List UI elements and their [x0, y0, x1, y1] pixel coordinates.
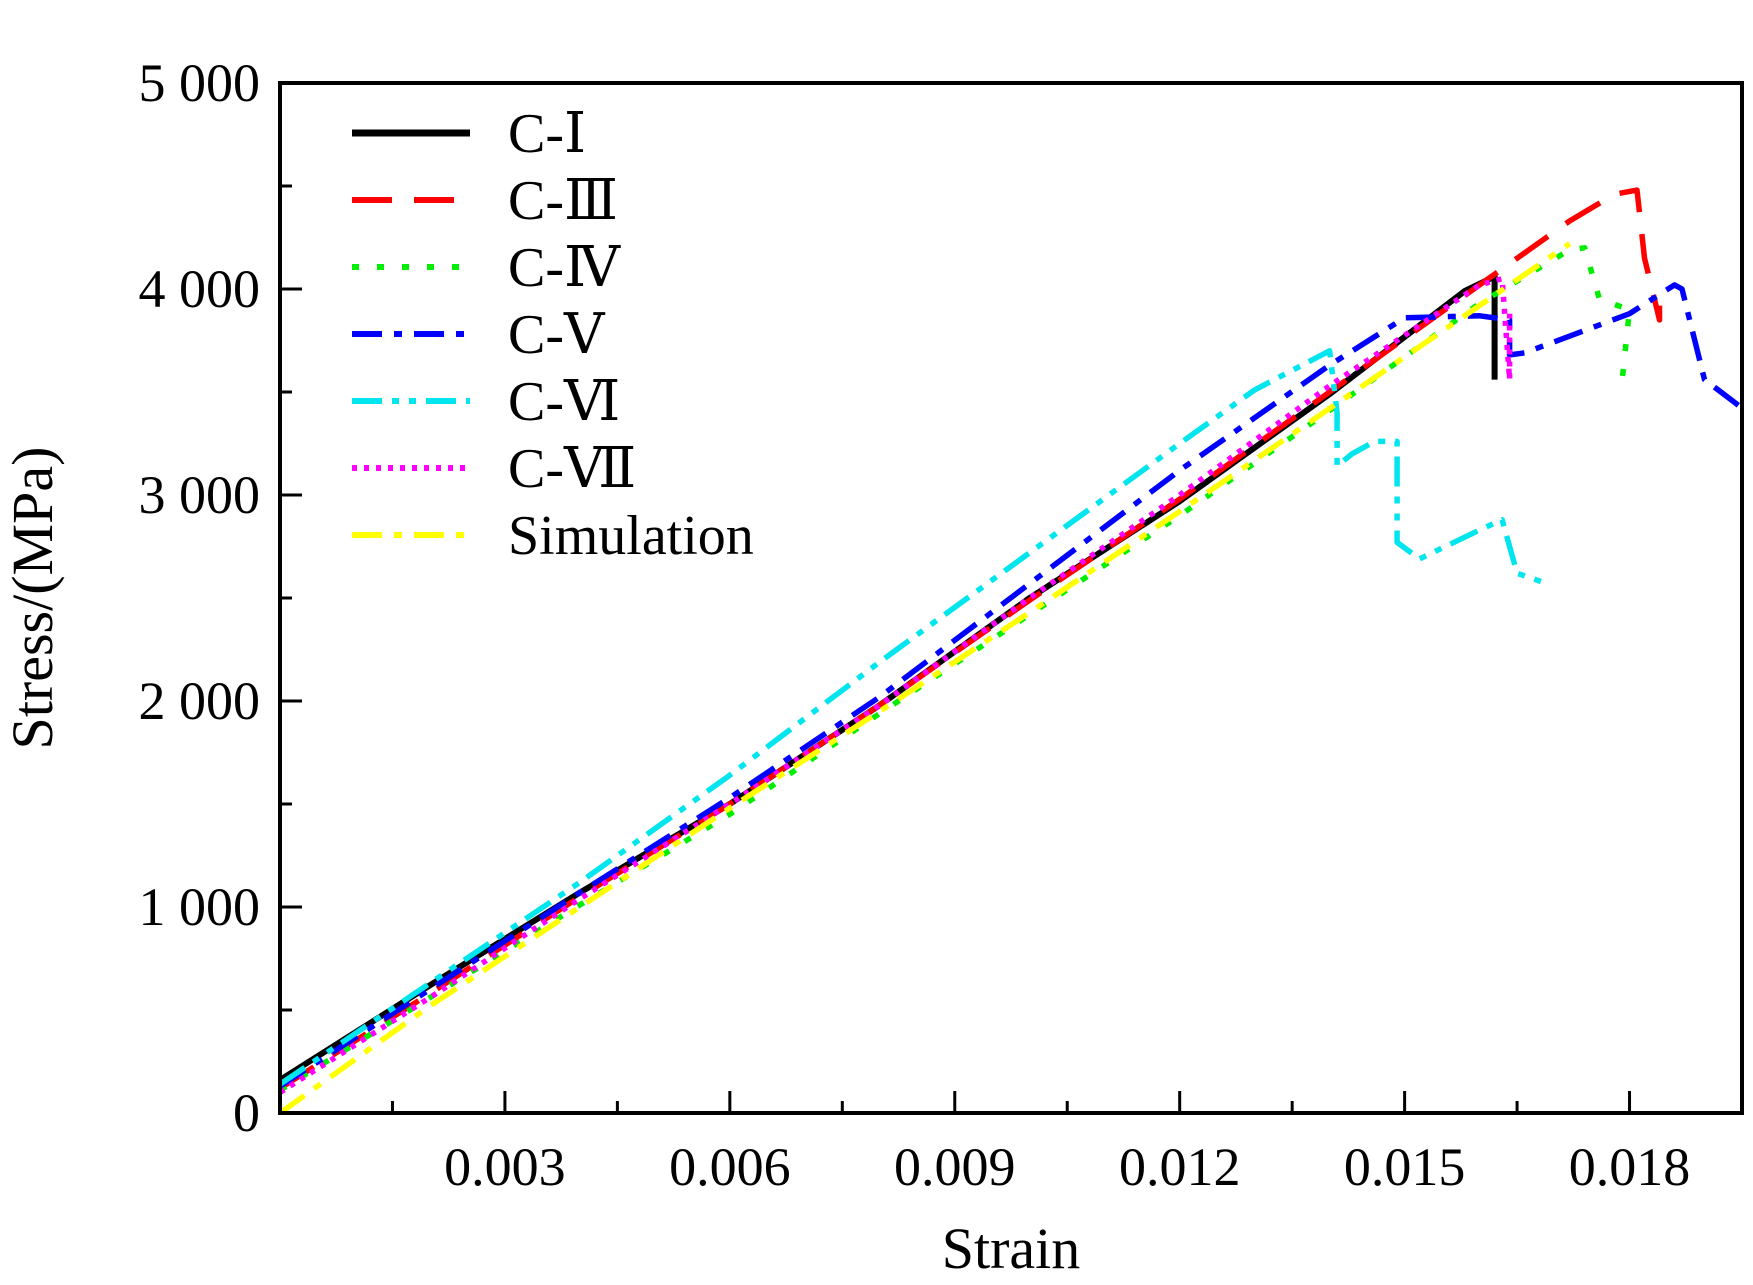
x-tick-label: 0.009: [894, 1137, 1016, 1197]
x-tick-label: 0.015: [1344, 1137, 1466, 1197]
x-tick-label: 0.018: [1569, 1137, 1691, 1197]
series-line-6: [280, 275, 1513, 1095]
y-tick-label: 1 000: [139, 877, 261, 937]
series-line-2: [280, 187, 1663, 1091]
y-tick-label: 5 000: [139, 53, 261, 113]
legend-label-5: C-Ⅵ: [508, 371, 620, 433]
legend-label-7: Simulation: [508, 505, 754, 567]
legend-label-1: C-Ⅰ: [508, 103, 586, 165]
x-tick-label: 0.006: [669, 1137, 791, 1197]
x-tick-label: 0.012: [1119, 1137, 1241, 1197]
legend-label-6: C-Ⅶ: [508, 438, 636, 500]
y-tick-label: 3 000: [139, 465, 261, 525]
series-line-5: [280, 348, 1548, 1087]
series-layer: [280, 187, 1742, 1113]
y-tick-label: 2 000: [139, 671, 261, 731]
series-line-4: [280, 282, 1742, 1089]
y-tick-label: 0: [233, 1083, 260, 1143]
y-axis-title: Stress/(MPa): [0, 447, 65, 750]
x-axis-title: Strain: [942, 1216, 1081, 1281]
ticks-layer: 0.003 0.006 0.009 0.012 0.015 0.018 0 1 000 2 00…: [139, 53, 1744, 1197]
series-line-7: [280, 241, 1572, 1113]
legend-label-3: C-Ⅳ: [508, 237, 621, 299]
legend-label-4: C-Ⅴ: [508, 304, 606, 366]
legend-label-2: C-Ⅲ: [508, 170, 618, 232]
y-tick-label: 4 000: [139, 259, 261, 319]
x-tick-label: 0.003: [444, 1137, 566, 1197]
